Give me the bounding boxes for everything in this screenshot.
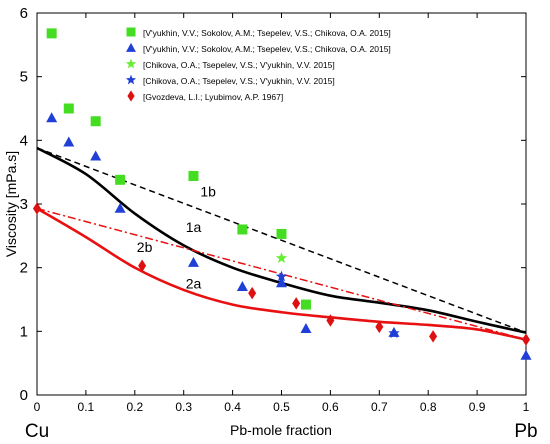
data-point-diamond	[326, 314, 335, 327]
x-tick-label: 0.4	[224, 400, 241, 414]
data-point-triangle	[276, 277, 287, 288]
data-markers	[33, 28, 532, 360]
plot-frame	[36, 12, 527, 396]
data-point-square	[276, 228, 287, 239]
x-tick-label: 0.9	[469, 400, 486, 414]
data-point-diamond	[375, 320, 384, 334]
curve-label-1a: 1a	[186, 219, 202, 235]
legend-entry: [Gvozdeva, L.I.; Lyubimov, A.P. 1967]	[143, 92, 283, 102]
legend-marker-diamond	[127, 90, 135, 102]
curve-2b	[36, 207, 527, 341]
legend-marker-triangle	[126, 42, 136, 52]
data-point-triangle	[63, 136, 75, 147]
cu-end-label: Cu	[25, 421, 49, 442]
curve-label-2b: 2b	[137, 239, 153, 255]
data-point-square	[188, 170, 199, 181]
data-point-diamond	[248, 286, 257, 300]
data-point-square	[90, 116, 101, 127]
curve-2a	[36, 207, 527, 341]
data-point-triangle	[187, 256, 199, 267]
data-point-square	[46, 28, 57, 39]
y-tick-label: 0	[20, 387, 28, 404]
x-tick-label: 0	[34, 400, 41, 414]
data-point-diamond	[292, 297, 301, 310]
data-point-triangle	[520, 349, 532, 360]
data-point-triangle	[300, 323, 312, 334]
data-point-diamond	[522, 333, 530, 346]
y-axis-label: Viscosity [mPa.s]	[3, 151, 19, 257]
data-point-triangle	[114, 202, 126, 213]
x-tick-label: 1	[523, 400, 530, 414]
data-point-star	[275, 270, 288, 282]
data-point-square	[115, 174, 126, 185]
legend-marker-star	[125, 58, 137, 69]
axis-ticks: 0 0.1 0.2 0.3 0.4 0.5 0.6 0.7 0.8 0.9 1 0 1 2 3 4 5 6	[20, 5, 530, 414]
data-point-star	[275, 252, 288, 263]
curve-label-1b: 1b	[200, 183, 216, 199]
x-tick-label: 0.6	[322, 400, 339, 414]
data-point-diamond	[138, 259, 147, 273]
legend: [V'yukhin, V.V.; Sokolov, A.M.; Tsepelev…	[125, 27, 391, 102]
y-tick-label: 4	[20, 132, 28, 149]
data-point-triangle	[90, 150, 102, 161]
data-point-star	[388, 327, 400, 339]
curve-1b	[36, 147, 527, 334]
data-point-triangle	[236, 281, 248, 292]
legend-marker-square	[126, 27, 136, 37]
plot-axes	[36, 12, 527, 396]
y-tick-label: 5	[20, 69, 28, 86]
data-point-triangle	[46, 112, 58, 123]
y-tick-label: 6	[20, 5, 28, 22]
y-tick-label: 3	[20, 196, 28, 213]
curve-labels: 1a 1b 2a 2b	[137, 183, 216, 291]
x-tick-label: 0.5	[273, 400, 290, 414]
legend-entry: [Chikova, O.A.; Tsepelev, V.S.; V'yukhin…	[143, 60, 335, 70]
x-axis-label: Pb-mole fraction	[230, 422, 332, 438]
legend-entry: [Chikova, O.A.; Tsepelev, V.S.; V'yukhin…	[143, 76, 335, 86]
legend-entry: [V'yukhin, V.V.; Sokolov, A.M.; Tsepelev…	[143, 44, 391, 54]
y-tick-label: 1	[20, 323, 28, 340]
curve-label-2a: 2a	[186, 276, 202, 292]
fit-curves	[36, 146, 527, 341]
legend-marker-star	[125, 74, 137, 85]
x-tick-label: 0.1	[78, 400, 95, 414]
data-point-square	[237, 224, 248, 235]
data-point-square	[63, 103, 74, 114]
x-tick-label: 0.2	[126, 400, 143, 414]
y-tick-label: 2	[20, 260, 28, 277]
data-point-diamond	[429, 330, 438, 343]
legend-entry: [V'yukhin, V.V.; Sokolov, A.M.; Tsepelev…	[143, 28, 391, 38]
data-point-square	[300, 299, 311, 310]
x-tick-label: 0.3	[175, 400, 192, 414]
x-tick-label: 0.7	[371, 400, 388, 414]
pb-end-label: Pb	[514, 421, 537, 442]
x-tick-label: 0.8	[420, 400, 437, 414]
data-point-diamond	[33, 202, 41, 215]
